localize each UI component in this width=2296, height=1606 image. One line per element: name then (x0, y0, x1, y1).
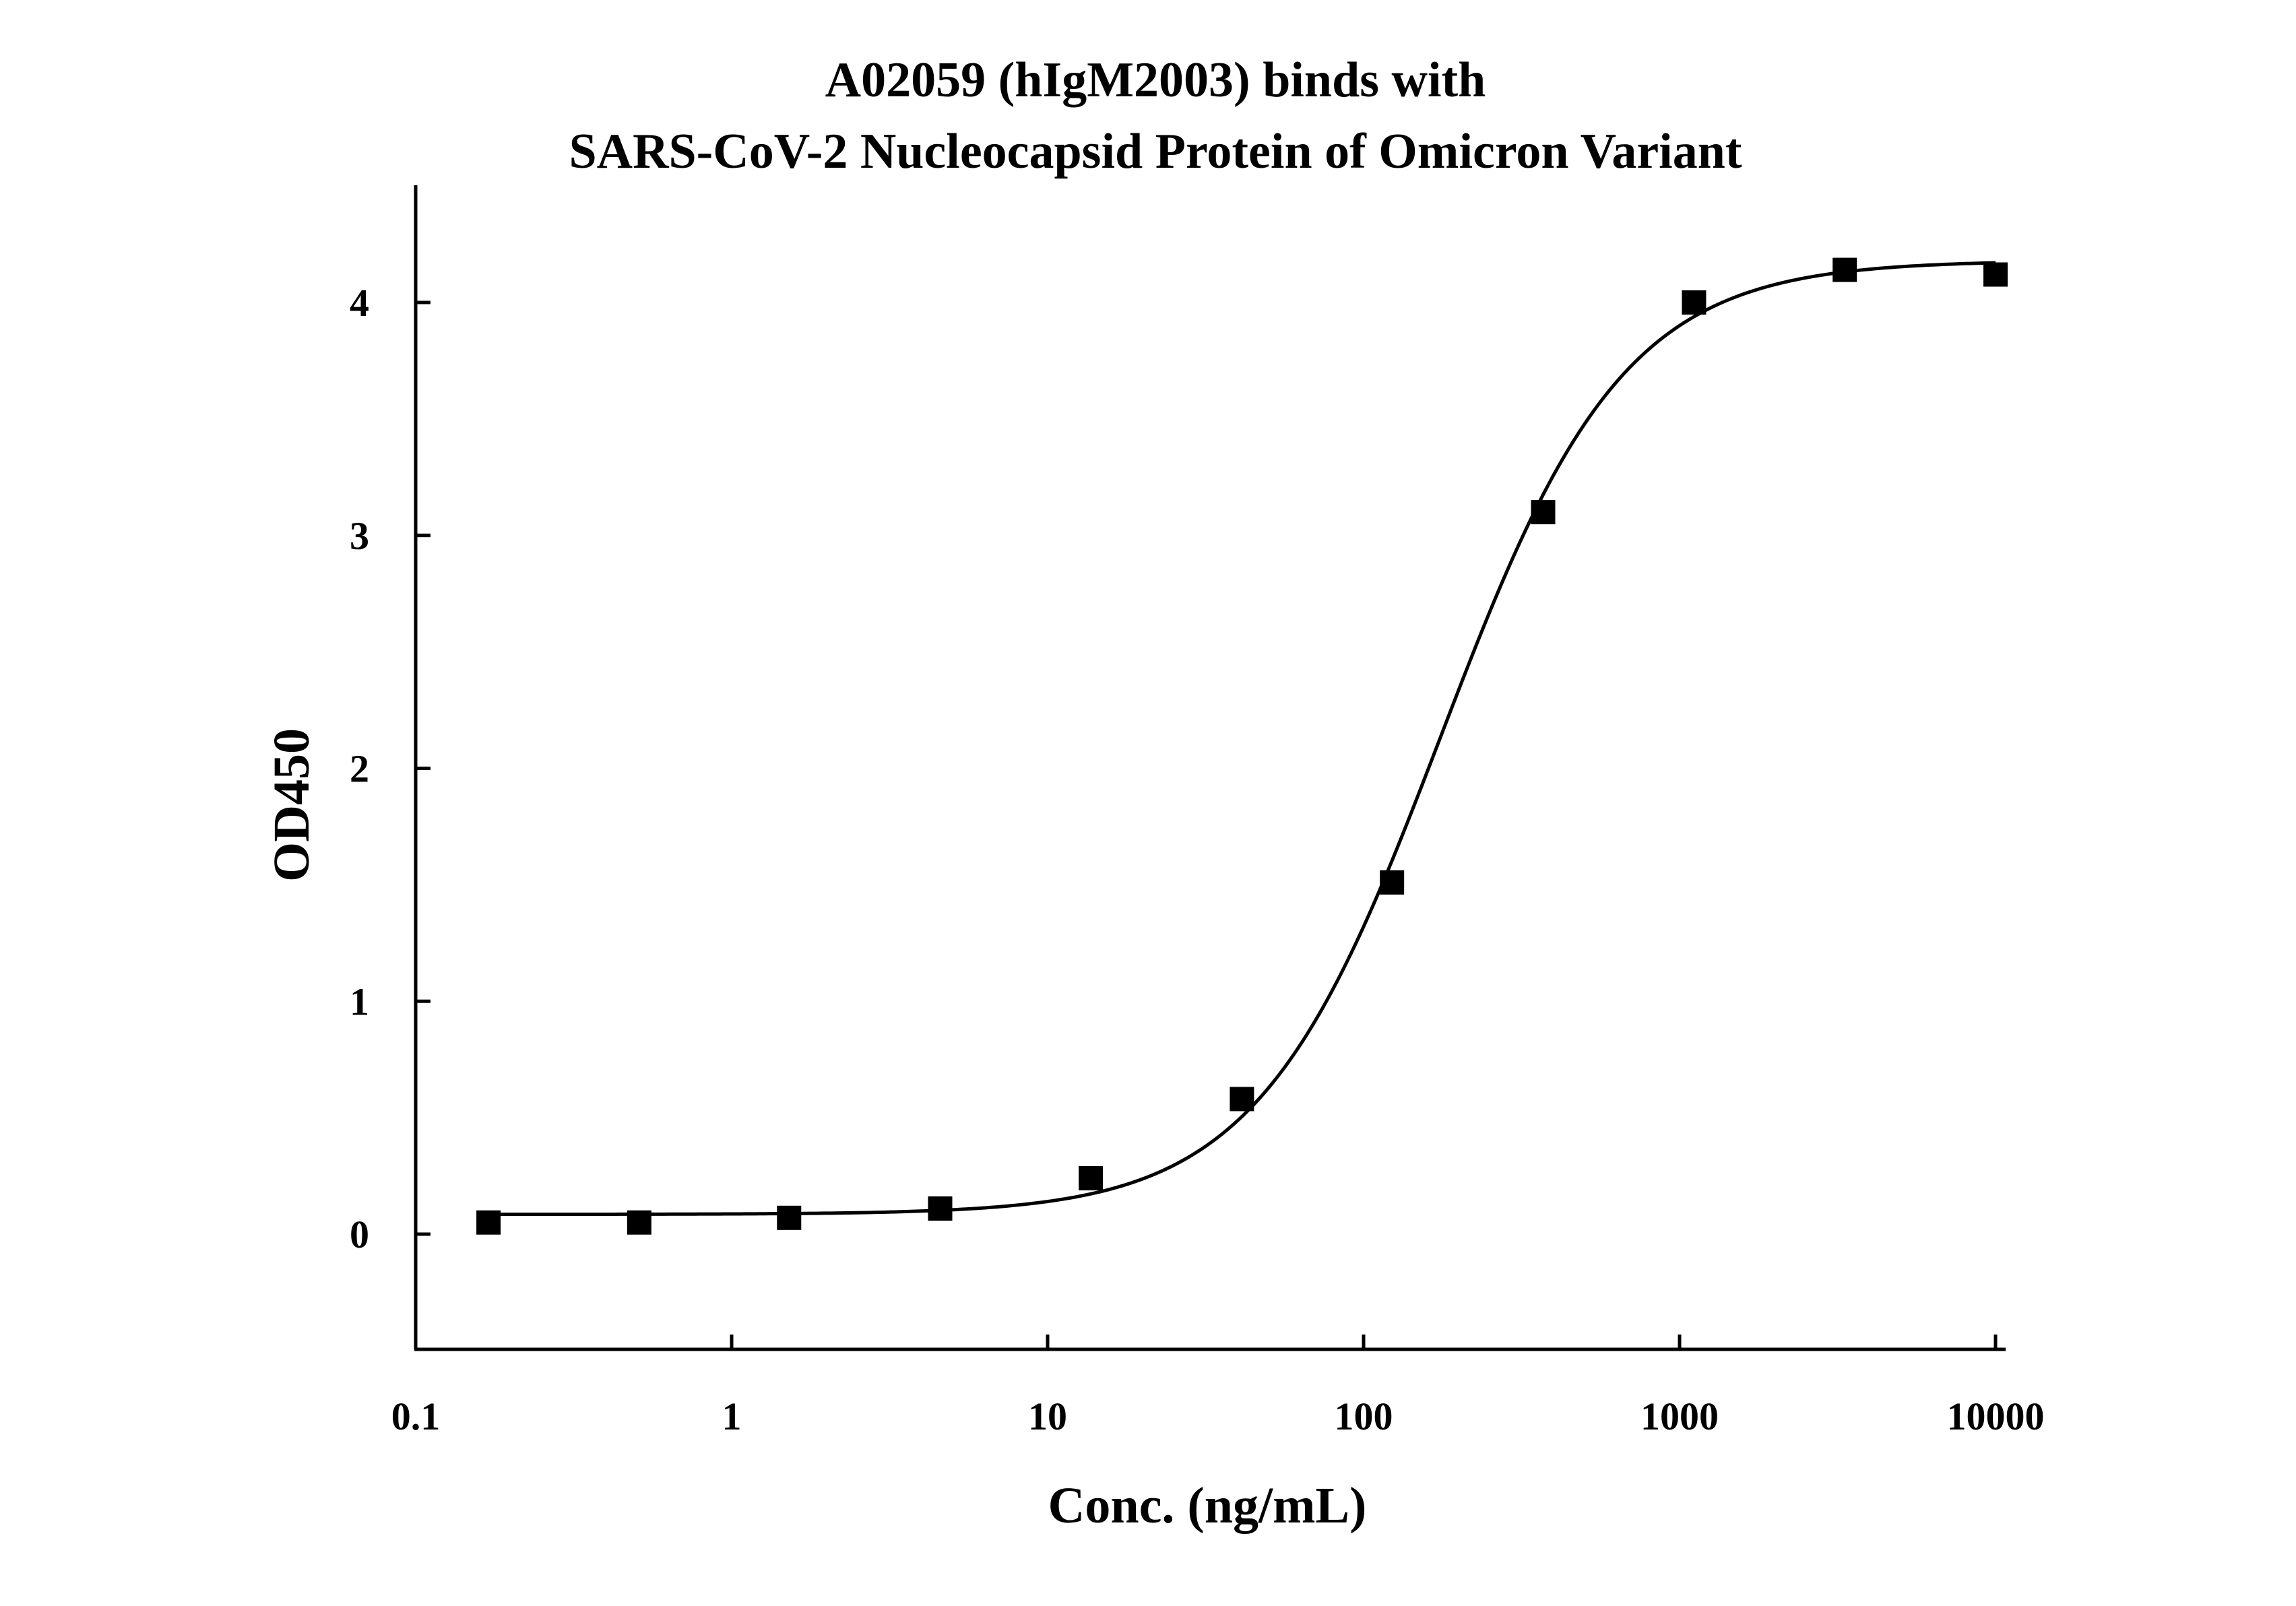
data-point (1682, 290, 1707, 315)
chart-title: A02059 (hIgM2003) binds with SARS-CoV-2 … (569, 53, 1742, 179)
x-tick-label: 1 (722, 1394, 742, 1438)
chart-title-line-1: A02059 (hIgM2003) binds with (825, 53, 1486, 108)
data-point (1230, 1087, 1254, 1112)
data-point (627, 1210, 651, 1235)
y-tick-label: 3 (350, 514, 369, 558)
y-ticks: 0 1 2 3 4 (350, 281, 430, 1256)
y-tick-label: 2 (350, 747, 369, 791)
x-tick-label: 1000 (1640, 1394, 1719, 1438)
x-tick-label: 10 (1028, 1394, 1067, 1438)
data-point (1531, 500, 1556, 525)
x-tick-label: 100 (1335, 1394, 1393, 1438)
data-point (1832, 257, 1857, 282)
y-axis-label: OD450 (263, 728, 320, 882)
x-tick-label: 0.1 (391, 1394, 441, 1438)
data-point (928, 1196, 953, 1221)
data-point (476, 1210, 501, 1235)
y-tick-label: 1 (350, 979, 369, 1023)
data-point (777, 1205, 802, 1230)
chart-title-line-2: SARS-CoV-2 Nucleocapsid Protein of Omicr… (569, 124, 1742, 179)
data-point (1380, 870, 1405, 895)
data-points (476, 257, 2008, 1235)
y-tick-label: 4 (350, 281, 369, 325)
fit-curve-group (488, 261, 1996, 1217)
axes (414, 185, 2006, 1351)
y-tick-label: 0 (350, 1213, 369, 1256)
x-axis-label: Conc. (ng/mL) (1048, 1477, 1367, 1534)
x-tick-label: 10000 (1947, 1394, 2045, 1438)
data-point (1079, 1166, 1104, 1191)
fit-curve (488, 261, 1996, 1217)
x-ticks: 0.1 1 10 100 1000 10000 (391, 1335, 2045, 1438)
data-point (1983, 262, 2008, 287)
